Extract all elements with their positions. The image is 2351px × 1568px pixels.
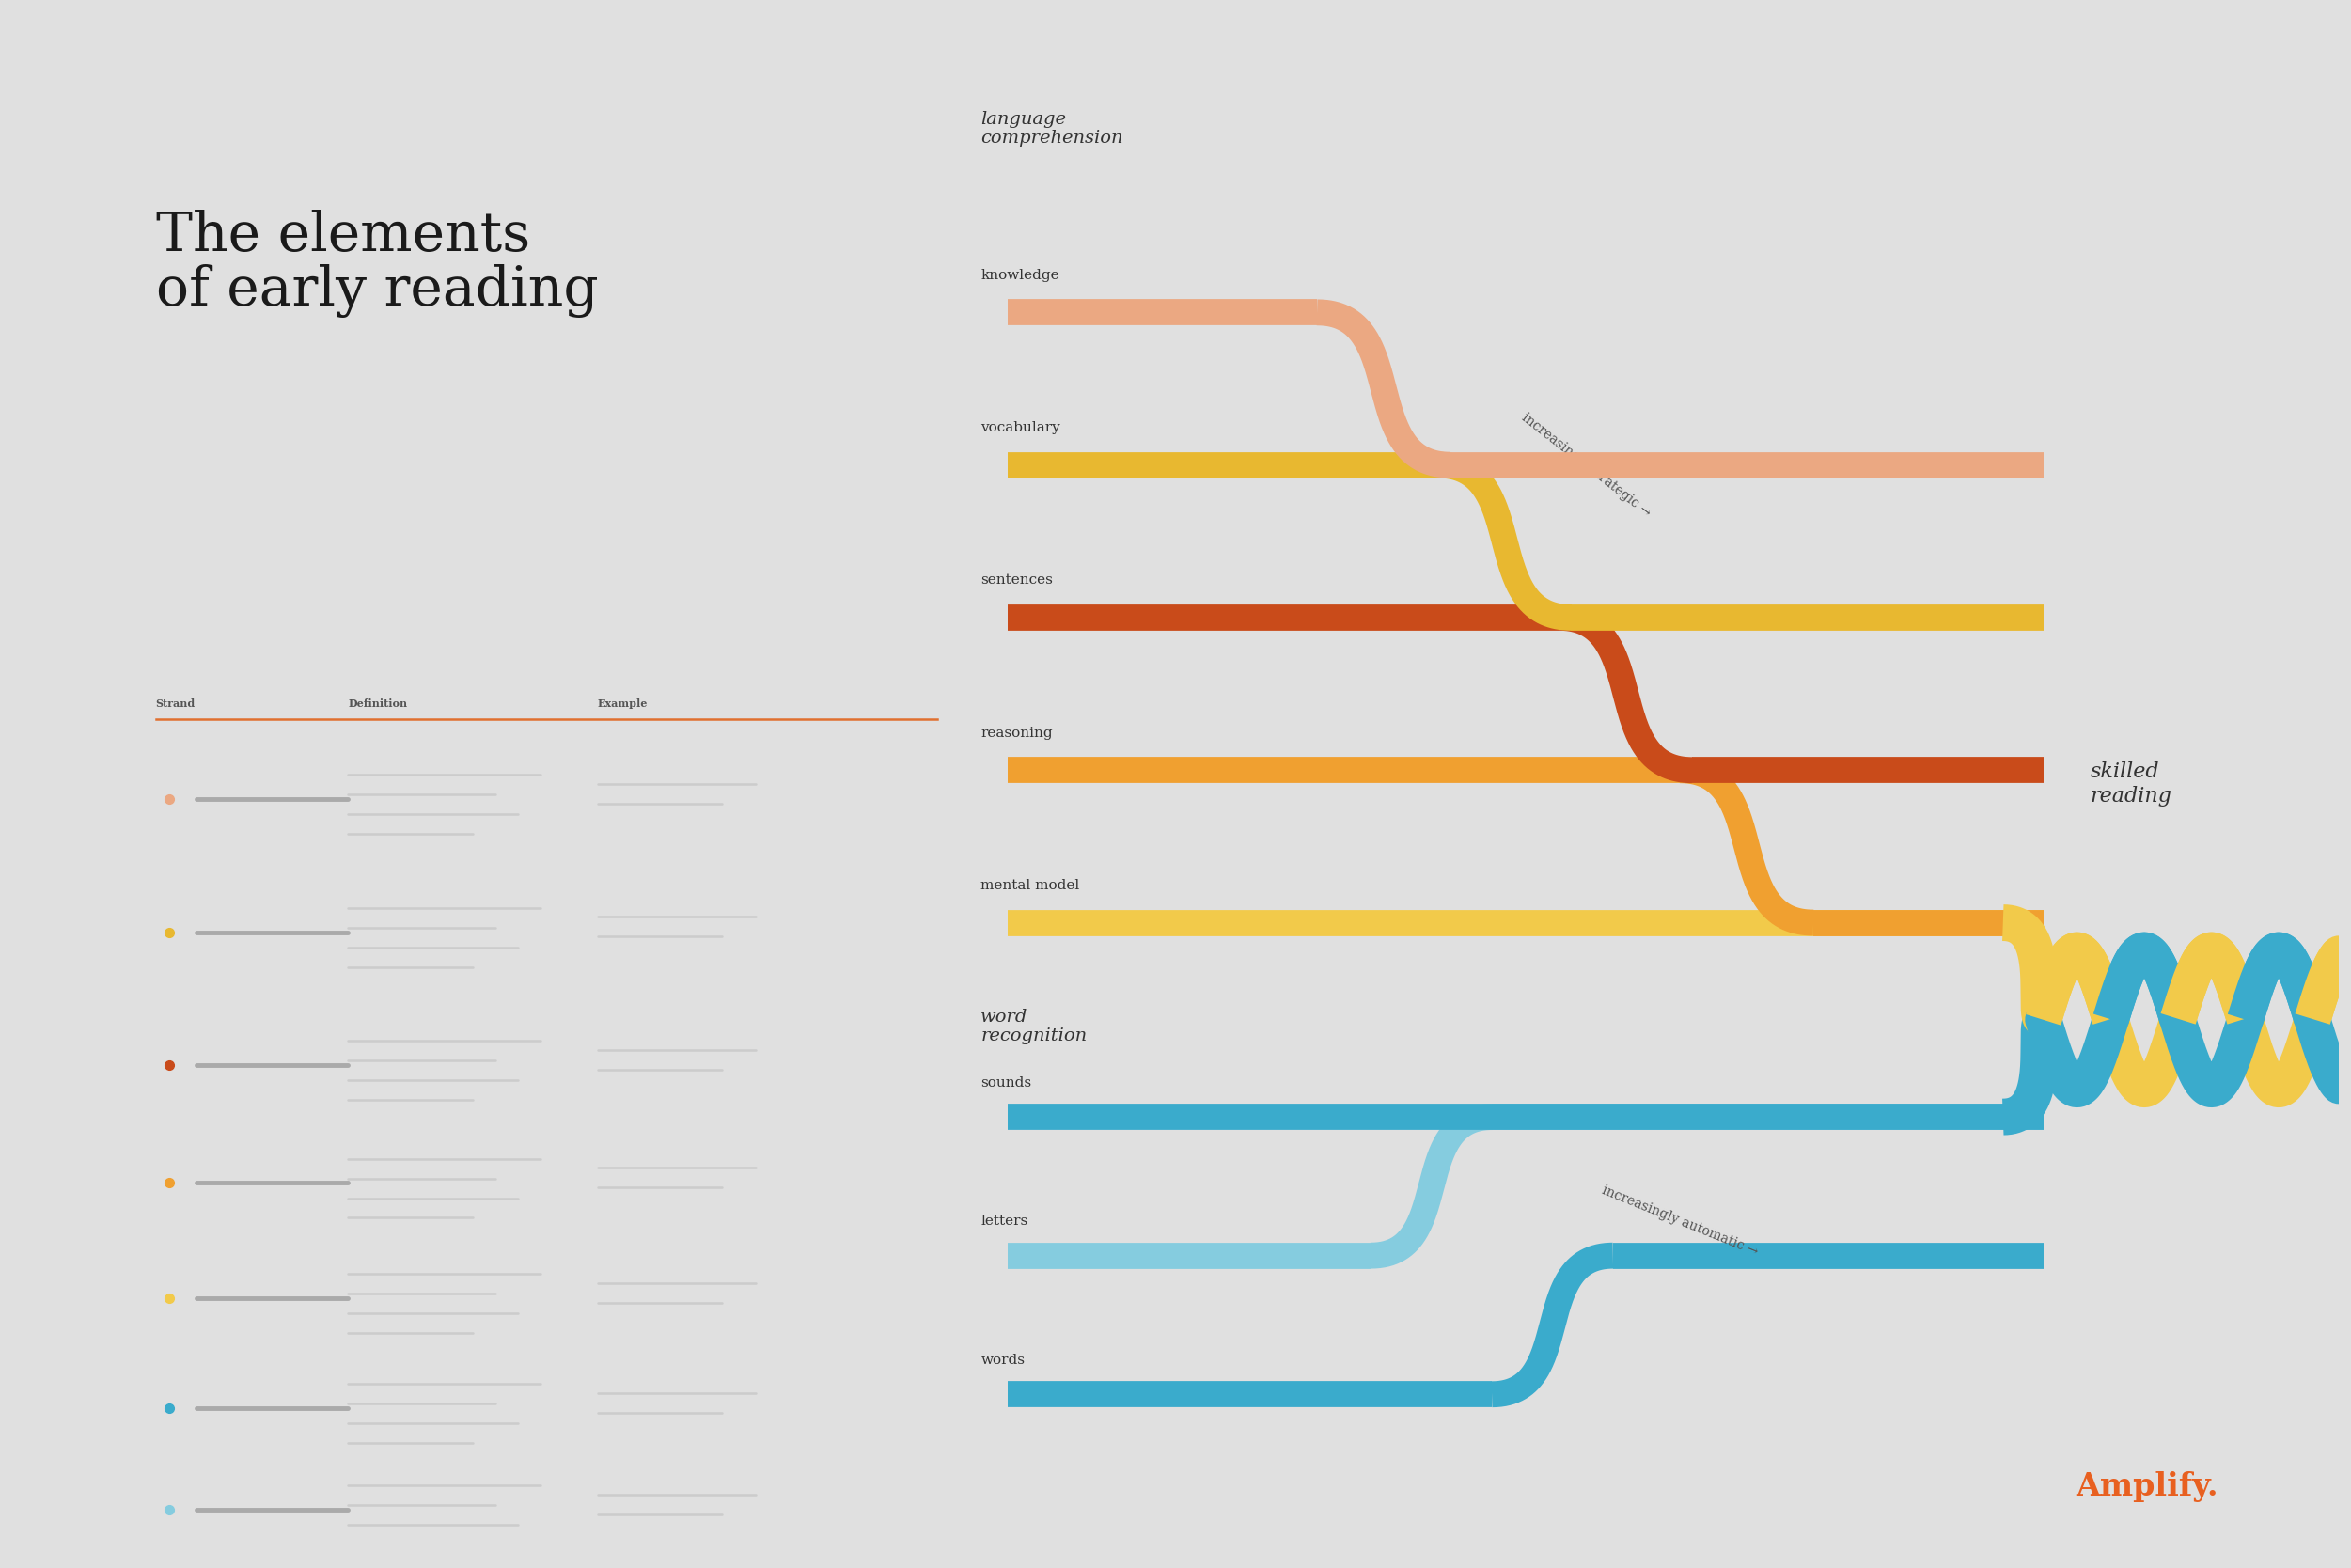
Text: increasingly automatic →: increasingly automatic → [1601,1184,1761,1259]
Text: letters: letters [980,1215,1027,1228]
Text: Definition: Definition [348,698,407,709]
Text: skilled
reading: skilled reading [2090,762,2172,806]
Text: mental model: mental model [980,880,1079,892]
Text: Amplify.: Amplify. [2076,1471,2217,1502]
Text: Example: Example [597,698,649,709]
Text: sentences: sentences [980,574,1053,586]
Text: The elements
of early reading: The elements of early reading [155,210,597,318]
Text: words: words [980,1353,1025,1367]
Text: language
comprehension: language comprehension [980,111,1124,147]
Text: word
recognition: word recognition [980,1008,1086,1044]
Text: increasingly strategic →: increasingly strategic → [1519,411,1653,519]
Text: reasoning: reasoning [980,726,1053,740]
Text: vocabulary: vocabulary [980,422,1060,434]
Text: sounds: sounds [980,1076,1032,1090]
Text: knowledge: knowledge [980,268,1060,282]
Text: Strand: Strand [155,698,195,709]
